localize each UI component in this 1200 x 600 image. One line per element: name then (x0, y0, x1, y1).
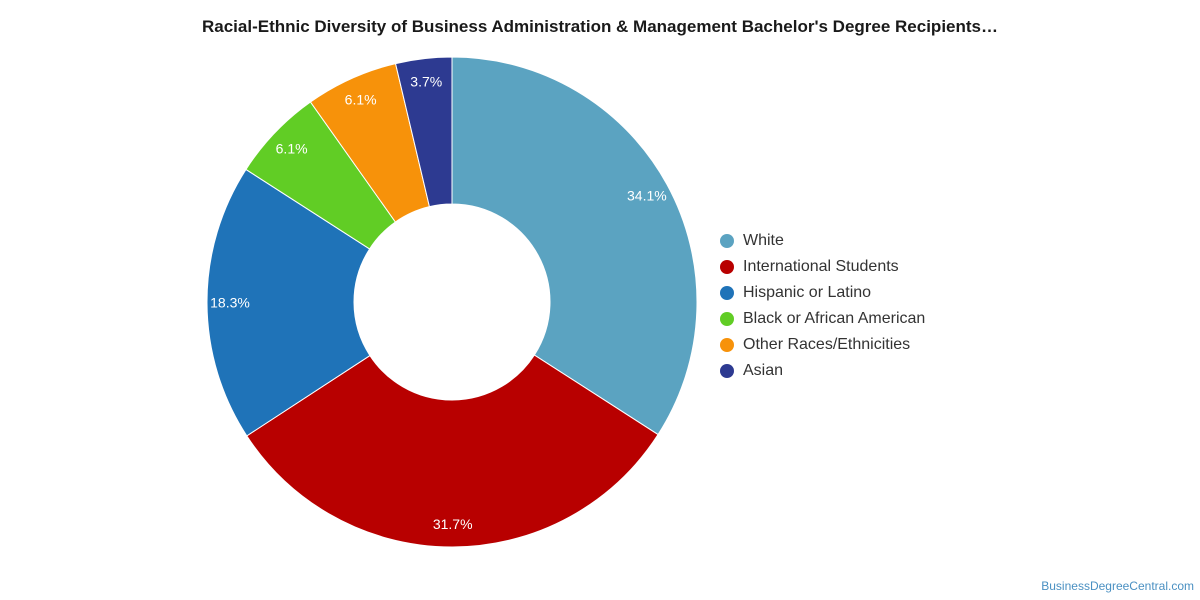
slice-hispanic-or-latino[interactable] (206, 168, 371, 437)
legend-item-hispanic-or-latino[interactable]: Hispanic or Latino (720, 280, 925, 306)
slice-international-students[interactable] (246, 354, 659, 548)
slice-label-asian: 3.7% (410, 73, 442, 89)
legend-label: International Students (743, 258, 899, 275)
legend-swatch-icon (720, 364, 734, 378)
legend-label: Hispanic or Latino (743, 284, 872, 301)
slice-label-international-students: 31.7% (433, 516, 473, 532)
legend-item-black-or-african-american[interactable]: Black or African American (720, 306, 925, 332)
slice-label-white: 34.1% (627, 188, 667, 204)
legend-item-other-races-ethnicities[interactable]: Other Races/Ethnicities (720, 332, 925, 358)
legend-item-white[interactable]: White (720, 228, 925, 254)
slice-label-black-or-african-american: 6.1% (276, 141, 308, 157)
slice-asian[interactable] (394, 56, 453, 208)
legend-label: Asian (743, 362, 784, 379)
legend-swatch-icon (720, 286, 734, 300)
legend-swatch-icon (720, 338, 734, 352)
slice-label-other-races-ethnicities: 6.1% (345, 92, 377, 108)
legend-item-asian[interactable]: Asian (720, 358, 925, 384)
legend-label: Black or African American (743, 310, 926, 327)
legend-swatch-icon (720, 260, 734, 274)
chart-legend: White International Students Hispanic or L… (720, 228, 925, 384)
legend-item-international-students[interactable]: International Students (720, 254, 925, 280)
slice-white[interactable] (451, 56, 698, 436)
chart-title: Racial-Ethnic Diversity of Business Admi… (201, 17, 998, 36)
legend-label: White (743, 232, 784, 249)
legend-label: Other Races/Ethnicities (743, 336, 911, 353)
legend-swatch-icon (720, 312, 734, 326)
source-watermark[interactable]: BusinessDegreeCentral.com (1041, 579, 1194, 593)
slice-label-hispanic-or-latino: 18.3% (210, 295, 250, 311)
legend-swatch-icon (720, 234, 734, 248)
